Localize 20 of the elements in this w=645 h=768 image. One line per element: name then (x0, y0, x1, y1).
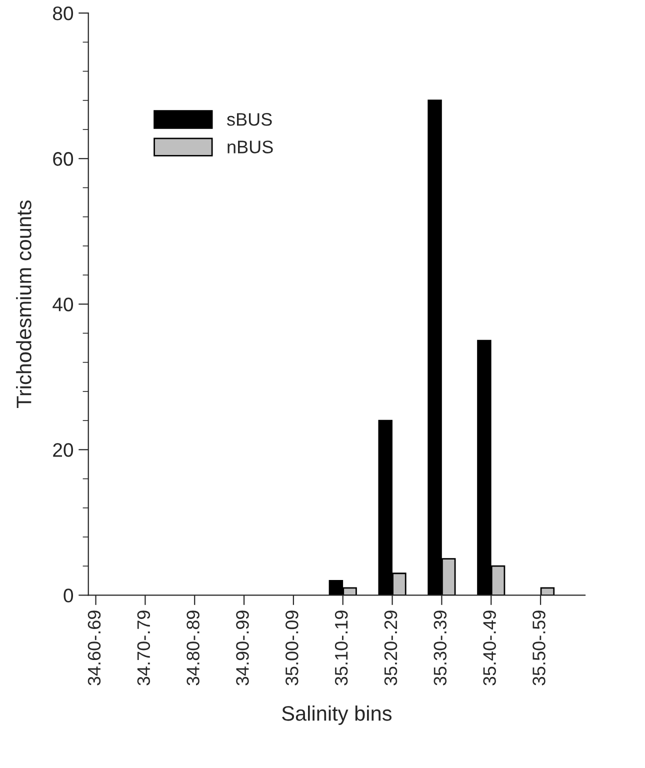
x-axis-title: Salinity bins (282, 706, 392, 725)
x-tick-label: 35.20-.29 (384, 610, 398, 686)
y-tick-label: 80 (53, 6, 74, 20)
x-tick-label: 35.30-.39 (434, 610, 447, 686)
x-tick-label: 35.00-.09 (286, 610, 298, 686)
x-tick-label: 34.90-.99 (236, 610, 249, 686)
x-tick-label: 35.50-.59 (532, 610, 546, 686)
y-tick-label: 0 (64, 588, 74, 602)
y-axis-title: Trichodesmium counts (16, 200, 32, 408)
y-tick-label: 60 (53, 152, 74, 166)
legend-label: nBUS (228, 140, 273, 154)
x-tick-label: 34.60-.69 (88, 610, 101, 686)
x-tick-label: 34.80-.89 (186, 610, 200, 686)
y-tick-label: 40 (52, 298, 74, 312)
x-tick-label: 35.40-.49 (483, 610, 496, 686)
y-tick-label: 20 (53, 443, 74, 457)
bar (540, 587, 555, 596)
x-tick-label: 35.10-.19 (334, 610, 348, 686)
x-tick-label: 34.70-.79 (137, 610, 150, 686)
legend-label: sBUS (227, 113, 272, 126)
